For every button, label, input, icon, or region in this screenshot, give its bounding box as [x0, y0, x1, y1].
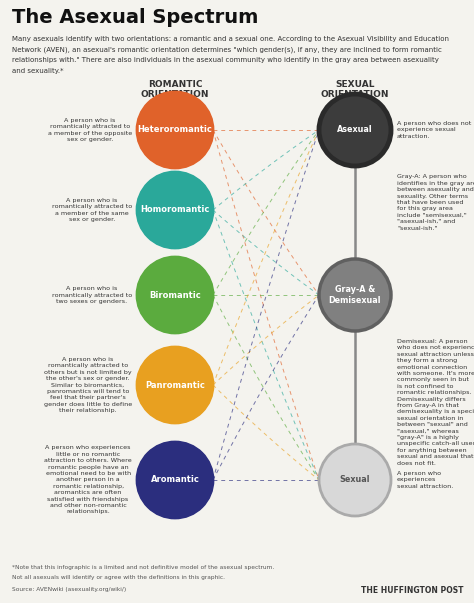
- Text: A person who experiences
little or no romantic
attraction to others. Where
roman: A person who experiences little or no ro…: [44, 446, 132, 514]
- Text: A person who does not
experience sexual
attraction.: A person who does not experience sexual …: [397, 121, 471, 139]
- Text: Panromantic: Panromantic: [145, 380, 205, 390]
- Circle shape: [137, 92, 213, 168]
- Text: A person who is
romantically attracted to
a member of the opposite
sex or gender: A person who is romantically attracted t…: [48, 118, 132, 142]
- Circle shape: [319, 259, 391, 331]
- Text: The Asexual Spectrum: The Asexual Spectrum: [12, 8, 258, 27]
- Circle shape: [137, 347, 213, 423]
- Text: Aromantic: Aromantic: [151, 476, 200, 484]
- Circle shape: [319, 94, 391, 166]
- Text: Heteroromantic: Heteroromantic: [137, 125, 212, 134]
- Circle shape: [137, 442, 213, 518]
- Text: Not all asexuals will identify or agree with the definitions in this graphic.: Not all asexuals will identify or agree …: [12, 575, 225, 580]
- Text: Gray-A: A person who
identifies in the gray area
between asexuality and
sexualit: Gray-A: A person who identifies in the g…: [397, 174, 474, 230]
- Text: relationships with." There are also individuals in the asexual community who ide: relationships with." There are also indi…: [12, 57, 439, 63]
- Text: THE HUFFINGTON POST: THE HUFFINGTON POST: [362, 586, 464, 595]
- Text: A person who is
romantically attracted to
others but is not limited by
the other: A person who is romantically attracted t…: [44, 357, 132, 413]
- Text: Many asexuals identify with two orientations: a romantic and a sexual one. Accor: Many asexuals identify with two orientat…: [12, 36, 449, 42]
- Text: Sexual: Sexual: [340, 476, 370, 484]
- Text: Biromantic: Biromantic: [149, 291, 201, 300]
- Text: and sexuality.*: and sexuality.*: [12, 68, 64, 74]
- Circle shape: [137, 257, 213, 333]
- Text: Demisexual: A person
who does not experience
sexual attraction unless
they form : Demisexual: A person who does not experi…: [397, 339, 474, 466]
- Text: ROMANTIC
ORIENTATION: ROMANTIC ORIENTATION: [141, 80, 209, 99]
- Text: Homoromantic: Homoromantic: [140, 206, 210, 215]
- Circle shape: [137, 172, 213, 248]
- Text: SEXUAL
ORIENTATION: SEXUAL ORIENTATION: [321, 80, 389, 99]
- Text: Gray-A &
Demisexual: Gray-A & Demisexual: [329, 285, 381, 305]
- Text: *Note that this infographic is a limited and not definitive model of the asexual: *Note that this infographic is a limited…: [12, 565, 274, 570]
- Text: A person who
experiences
sexual attraction.: A person who experiences sexual attracti…: [397, 471, 453, 489]
- Text: A person who is
romantically attracted to
a member of the same
sex or gender.: A person who is romantically attracted t…: [52, 198, 132, 222]
- Text: Source: AVENwiki (asexuality.org/wiki/): Source: AVENwiki (asexuality.org/wiki/): [12, 587, 126, 592]
- Text: Asexual: Asexual: [337, 125, 373, 134]
- Circle shape: [319, 444, 391, 516]
- Text: Network (AVEN), an asexual's romantic orientation determines "which gender(s), i: Network (AVEN), an asexual's romantic or…: [12, 46, 442, 53]
- Text: A person who is
romantically attracted to
two sexes or genders.: A person who is romantically attracted t…: [52, 286, 132, 304]
